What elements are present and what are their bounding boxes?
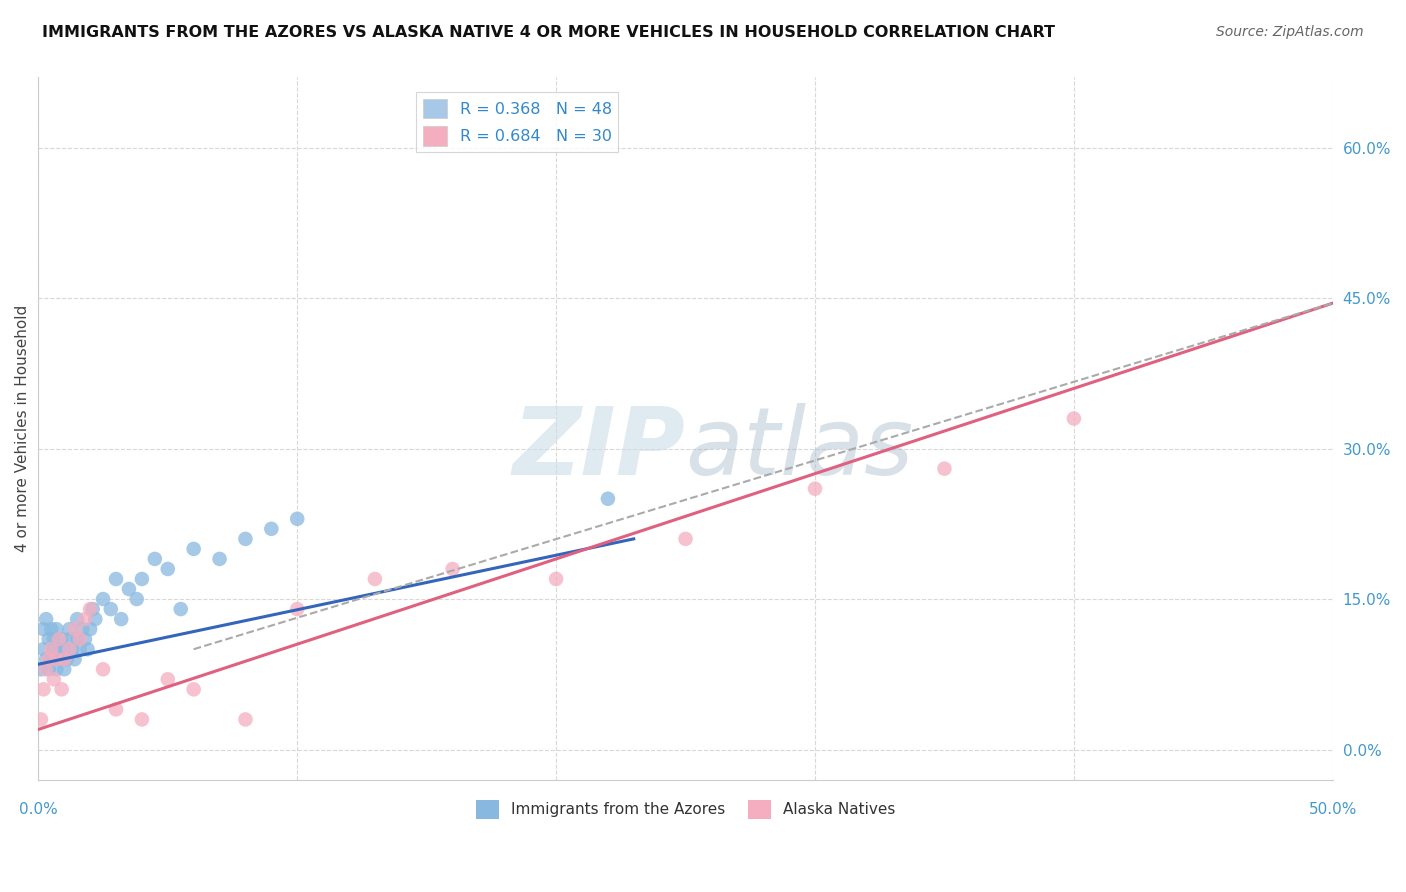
Point xyxy=(131,572,153,586)
Point xyxy=(183,541,205,556)
Point xyxy=(32,622,55,636)
Point xyxy=(441,562,464,576)
Point xyxy=(76,642,98,657)
Point xyxy=(91,662,114,676)
Point xyxy=(53,662,76,676)
Text: Source: ZipAtlas.com: Source: ZipAtlas.com xyxy=(1216,25,1364,39)
Point xyxy=(79,622,101,636)
Text: ZIP: ZIP xyxy=(513,402,686,494)
Point xyxy=(32,642,55,657)
Point xyxy=(143,552,166,566)
Point xyxy=(39,652,62,666)
Point xyxy=(364,572,387,586)
Point xyxy=(110,612,132,626)
Point xyxy=(58,622,80,636)
Point xyxy=(66,612,89,626)
Point xyxy=(208,552,231,566)
Point xyxy=(42,632,65,647)
Point xyxy=(39,622,62,636)
Point xyxy=(260,522,283,536)
Point xyxy=(60,642,83,657)
Point xyxy=(39,642,62,657)
Point xyxy=(131,713,153,727)
Point xyxy=(30,662,52,676)
Point xyxy=(35,612,58,626)
Text: 0.0%: 0.0% xyxy=(18,802,58,817)
Point xyxy=(53,642,76,657)
Point xyxy=(35,652,58,666)
Point xyxy=(170,602,193,616)
Point xyxy=(66,632,89,647)
Point xyxy=(546,572,568,586)
Point xyxy=(285,602,308,616)
Point xyxy=(69,632,91,647)
Point xyxy=(58,632,80,647)
Point xyxy=(1063,411,1085,425)
Point xyxy=(84,612,107,626)
Point xyxy=(675,532,697,546)
Point xyxy=(42,673,65,687)
Point xyxy=(45,662,67,676)
Point xyxy=(53,652,76,666)
Point xyxy=(30,713,52,727)
Point xyxy=(79,602,101,616)
Point xyxy=(105,702,128,716)
Point xyxy=(56,652,79,666)
Point xyxy=(235,713,257,727)
Point xyxy=(48,652,70,666)
Point xyxy=(51,632,73,647)
Point xyxy=(45,652,67,666)
Point xyxy=(63,652,86,666)
Point xyxy=(69,642,91,657)
Point xyxy=(934,461,956,475)
Point xyxy=(32,682,55,697)
Text: 50.0%: 50.0% xyxy=(1309,802,1357,817)
Point xyxy=(72,622,94,636)
Legend: Immigrants from the Azores, Alaska Natives: Immigrants from the Azores, Alaska Nativ… xyxy=(470,794,901,824)
Point xyxy=(118,582,141,596)
Point xyxy=(156,673,179,687)
Point xyxy=(100,602,122,616)
Point xyxy=(51,682,73,697)
Point xyxy=(596,491,619,506)
Point xyxy=(38,632,60,647)
Point xyxy=(35,662,58,676)
Point xyxy=(48,642,70,657)
Point xyxy=(125,592,148,607)
Point xyxy=(63,622,86,636)
Text: IMMIGRANTS FROM THE AZORES VS ALASKA NATIVE 4 OR MORE VEHICLES IN HOUSEHOLD CORR: IMMIGRANTS FROM THE AZORES VS ALASKA NAT… xyxy=(42,25,1054,40)
Point xyxy=(235,532,257,546)
Point xyxy=(42,642,65,657)
Point xyxy=(183,682,205,697)
Y-axis label: 4 or more Vehicles in Household: 4 or more Vehicles in Household xyxy=(15,305,30,552)
Point xyxy=(804,482,827,496)
Text: atlas: atlas xyxy=(686,403,914,494)
Point xyxy=(38,652,60,666)
Point xyxy=(45,622,67,636)
Point xyxy=(38,662,60,676)
Point xyxy=(48,632,70,647)
Point xyxy=(285,512,308,526)
Point xyxy=(73,612,96,626)
Point xyxy=(156,562,179,576)
Point xyxy=(73,632,96,647)
Point xyxy=(105,572,128,586)
Point xyxy=(91,592,114,607)
Point xyxy=(82,602,104,616)
Point xyxy=(58,642,80,657)
